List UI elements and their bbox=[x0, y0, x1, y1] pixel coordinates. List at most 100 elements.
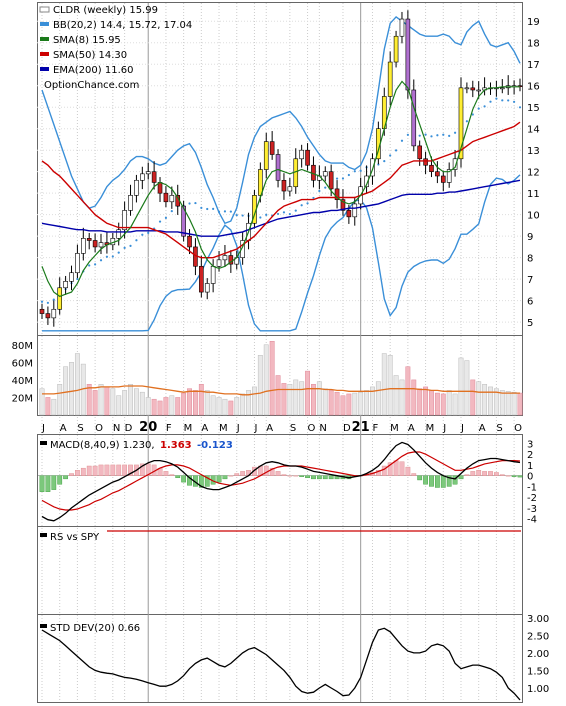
candle-body bbox=[435, 171, 440, 177]
volume-bar bbox=[434, 392, 440, 416]
volume-bar bbox=[234, 397, 240, 416]
candle-body bbox=[417, 145, 422, 160]
bb-mid-dot bbox=[424, 133, 427, 136]
candle-body bbox=[328, 171, 334, 190]
stddev-tick-label: 1.50 bbox=[527, 666, 549, 677]
candle-body bbox=[69, 272, 74, 282]
volume-bar bbox=[263, 344, 269, 416]
candle-body bbox=[163, 192, 169, 203]
bb-mid-dot bbox=[194, 201, 197, 205]
volume-bar bbox=[322, 388, 328, 416]
macd-hist-bar bbox=[405, 466, 411, 476]
bb-mid-dot bbox=[188, 202, 191, 205]
bb-mid-dot bbox=[377, 163, 380, 166]
bb-mid-dot bbox=[306, 202, 309, 205]
candle-body bbox=[81, 238, 86, 254]
volume-bar bbox=[122, 390, 128, 416]
bb-mid-dot bbox=[135, 239, 138, 242]
x-tick-label: D bbox=[125, 423, 133, 434]
candle-body bbox=[429, 164, 434, 172]
candle-body bbox=[258, 169, 263, 196]
bb-lower-line bbox=[42, 174, 521, 332]
bb-mid-dot bbox=[259, 216, 262, 219]
volume-bar bbox=[181, 392, 187, 416]
candle-body bbox=[199, 265, 204, 293]
legend-bb: BB(20,2) 14.4, 15.72, 17.04 bbox=[53, 20, 192, 31]
bb-mid-dot bbox=[129, 244, 132, 247]
macd-hist-bar bbox=[488, 471, 493, 476]
bb-mid-dot bbox=[117, 251, 120, 254]
candle-body bbox=[216, 259, 222, 267]
macd-tick-label: -3 bbox=[527, 504, 537, 515]
macd-hist-bar bbox=[311, 475, 316, 480]
volume-bar bbox=[517, 392, 523, 416]
bb-mid-dot bbox=[170, 210, 173, 213]
volume-bar bbox=[163, 397, 169, 416]
x-tick-label: S bbox=[290, 423, 296, 434]
legend-macd-hist: -0.123 bbox=[197, 440, 233, 451]
x-tick-label: M bbox=[219, 423, 228, 434]
macd-hist-bar bbox=[57, 475, 63, 485]
macd-hist-bar bbox=[92, 465, 98, 476]
bb-mid-dot bbox=[471, 113, 474, 116]
volume-bar bbox=[311, 384, 316, 416]
macd-hist-bar bbox=[139, 463, 145, 476]
bb-mid-dot bbox=[436, 134, 439, 137]
macd-hist-bar bbox=[423, 475, 428, 485]
macd-hist-bar bbox=[299, 475, 305, 477]
candle-body bbox=[86, 238, 92, 241]
macd-hist-bar bbox=[393, 460, 399, 476]
price-tick-label: 11 bbox=[527, 189, 540, 200]
volume-bar bbox=[45, 397, 51, 416]
price-tick-label: 10 bbox=[527, 211, 540, 222]
bb-mid-dot bbox=[46, 301, 50, 304]
bb-mid-dot bbox=[282, 211, 286, 214]
macd-legend: MACD(8,40,9) 1.230, 1.363 -0.123 bbox=[40, 440, 233, 451]
candle-body bbox=[340, 199, 346, 211]
bb-mid-dot bbox=[501, 99, 504, 102]
bb-mid-dot bbox=[223, 210, 227, 213]
bb-mid-dot bbox=[147, 231, 150, 234]
candle-body bbox=[128, 195, 133, 211]
macd-hist-bar bbox=[470, 471, 476, 476]
volume-bar bbox=[511, 391, 517, 416]
volume-bar bbox=[493, 388, 499, 416]
macd-hist-bar bbox=[305, 475, 310, 479]
volume-bar bbox=[334, 391, 340, 416]
bb-mid-dot bbox=[300, 204, 303, 207]
macd-hist-bar bbox=[517, 475, 523, 478]
volume-bar bbox=[505, 391, 511, 416]
candle-body bbox=[45, 313, 51, 319]
macd-hist-bar bbox=[464, 474, 470, 476]
volume-panel-frame bbox=[37, 335, 523, 416]
x-tick-label: A bbox=[201, 423, 208, 434]
x-tick-label: O bbox=[514, 423, 522, 434]
legend-swatch-sma8 bbox=[40, 37, 49, 41]
bb-mid-dot bbox=[507, 99, 510, 102]
bb-mid-dot bbox=[383, 160, 386, 163]
price-legend: CLDR (weekly) 15.99 BB(20,2) 14.4, 15.72… bbox=[39, 5, 192, 91]
volume-bar bbox=[210, 395, 216, 416]
macd-hist-bar bbox=[316, 475, 322, 480]
bb-mid-dot bbox=[241, 214, 244, 217]
x-tick-label: A bbox=[266, 423, 273, 434]
macd-tick-label: 0 bbox=[527, 472, 533, 483]
macd-hist-bar bbox=[234, 473, 240, 476]
legend-swatch-rs bbox=[40, 533, 47, 537]
macd-hist-bar bbox=[381, 465, 387, 476]
x-tick-label: A bbox=[408, 423, 415, 434]
volume-bar bbox=[470, 379, 476, 416]
macd-line bbox=[41, 441, 521, 522]
macd-hist-bar bbox=[110, 464, 116, 476]
price-tick-label: 15 bbox=[527, 103, 540, 114]
volume-bar bbox=[440, 393, 446, 416]
volume-bar bbox=[293, 379, 299, 416]
bb-mid-dot bbox=[111, 255, 114, 258]
bb-mid-dot bbox=[276, 212, 280, 216]
candle-body bbox=[263, 141, 269, 170]
volume-bar bbox=[499, 390, 505, 416]
macd-tick-label: 1 bbox=[527, 461, 533, 472]
bb-mid-dot bbox=[99, 259, 103, 262]
candle-body bbox=[346, 210, 352, 218]
